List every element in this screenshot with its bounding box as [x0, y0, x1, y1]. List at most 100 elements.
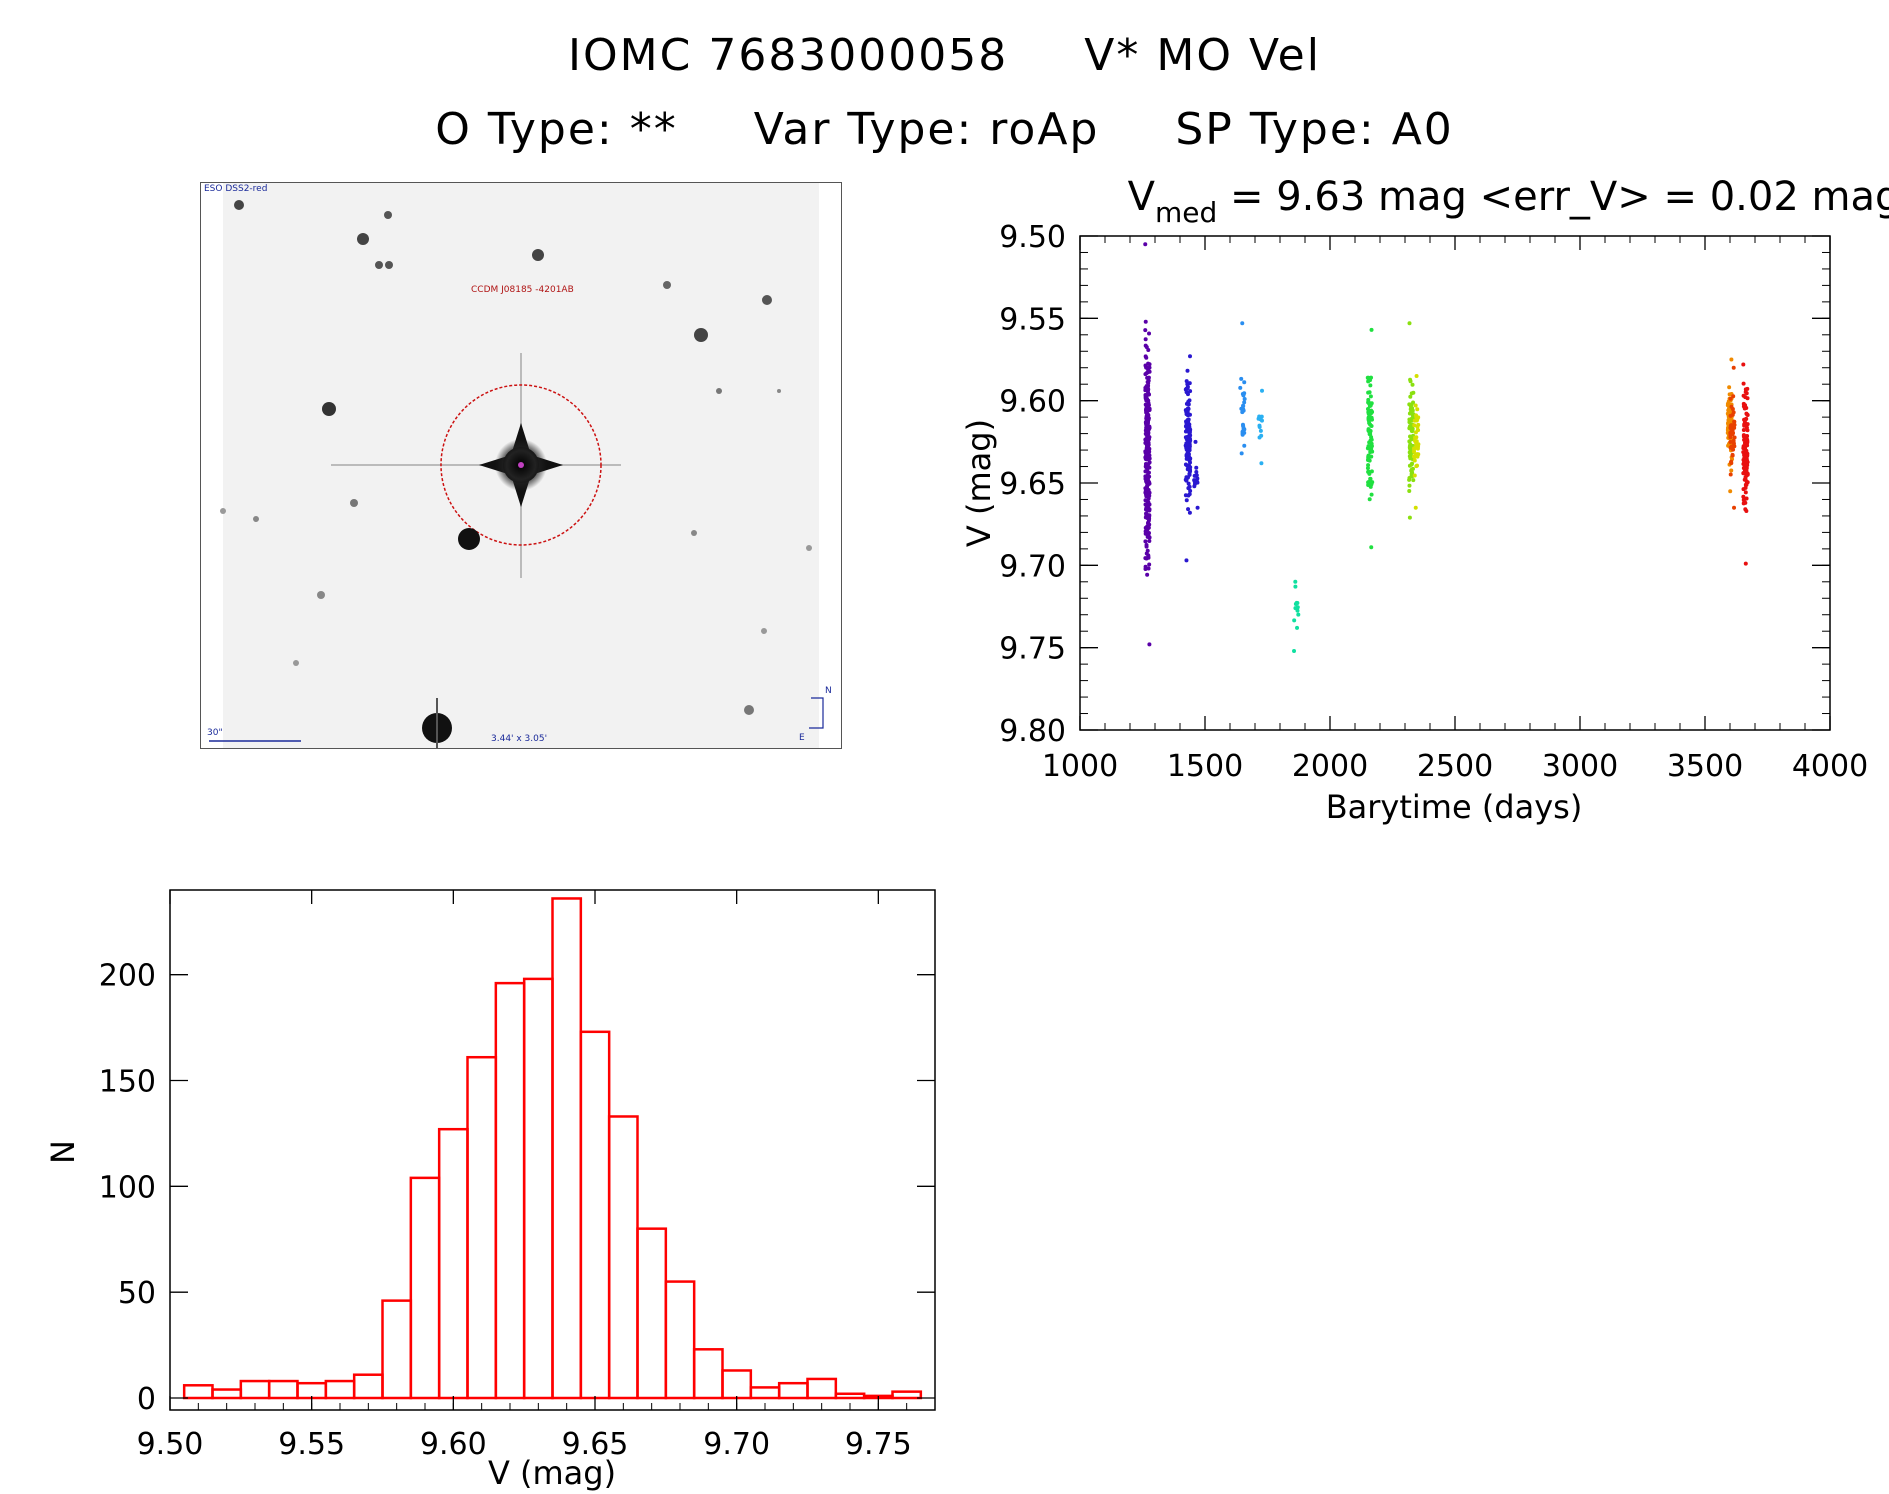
data-point — [1411, 478, 1416, 483]
data-point — [1416, 452, 1421, 457]
histogram-bar — [721, 1369, 753, 1400]
data-point — [1147, 642, 1152, 647]
data-point — [1240, 410, 1245, 415]
data-point — [1414, 373, 1419, 378]
data-point — [1186, 399, 1191, 404]
data-point — [1260, 388, 1265, 393]
object-type: O Type: ** — [435, 104, 678, 155]
data-point — [1743, 507, 1748, 512]
data-point — [1725, 411, 1730, 416]
data-point — [1183, 493, 1188, 498]
data-point — [1144, 551, 1149, 556]
histogram-bar — [579, 1030, 611, 1400]
histogram-bar — [296, 1381, 328, 1400]
data-point — [1410, 426, 1415, 431]
data-point — [1407, 439, 1412, 444]
data-point — [1145, 449, 1150, 454]
data-point — [1368, 383, 1373, 388]
data-point — [1184, 379, 1189, 384]
data-point — [1241, 424, 1246, 429]
data-point — [1144, 428, 1149, 433]
data-point — [1741, 381, 1746, 386]
data-point — [1731, 438, 1736, 443]
data-point — [1409, 468, 1414, 473]
data-point — [1743, 462, 1748, 467]
data-point — [1369, 545, 1374, 550]
data-point — [1409, 472, 1414, 477]
data-point — [1146, 387, 1151, 392]
data-point — [1414, 435, 1419, 440]
data-point — [1741, 487, 1746, 492]
histogram-bar — [182, 1384, 214, 1400]
data-point — [1147, 425, 1152, 430]
star-name: V* MO Vel — [1084, 30, 1321, 81]
histogram-bar — [267, 1379, 299, 1400]
data-point — [1365, 466, 1370, 471]
histogram-axes: 9.50 9.55 9.60 9.65 9.70 9.75 0 50 100 150 200 — [99, 890, 936, 1462]
data-point — [1407, 321, 1412, 326]
data-point — [1292, 618, 1297, 623]
data-point — [1365, 407, 1370, 412]
x-tick-label: 1500 — [1167, 749, 1243, 784]
data-point — [1183, 429, 1188, 434]
data-point — [1192, 473, 1197, 478]
data-point — [1413, 505, 1418, 510]
data-point — [1259, 418, 1264, 423]
title-v: V — [1128, 174, 1156, 220]
histogram-bar — [324, 1379, 356, 1400]
data-point — [1732, 422, 1737, 427]
data-point — [1143, 531, 1148, 536]
data-point — [1412, 458, 1417, 463]
histogram-bar — [466, 1055, 498, 1400]
data-point — [1194, 465, 1199, 470]
data-point — [1744, 406, 1749, 411]
data-point — [1147, 539, 1152, 544]
data-point — [1365, 375, 1370, 380]
data-point — [1730, 412, 1735, 417]
data-point — [1241, 403, 1246, 408]
data-point — [1185, 413, 1190, 418]
data-point — [1369, 408, 1374, 413]
data-point — [1407, 477, 1412, 482]
light-curve-xlabel: Barytime (days) — [1326, 788, 1583, 826]
data-point — [1242, 397, 1247, 402]
data-point — [1729, 461, 1734, 466]
data-point — [1292, 648, 1297, 653]
x-tick-label: 3500 — [1667, 749, 1743, 784]
data-point — [1146, 566, 1151, 571]
data-point — [1412, 446, 1417, 451]
x-tick-label: 9.65 — [562, 1427, 629, 1462]
data-point — [1242, 380, 1247, 385]
data-point — [1184, 452, 1189, 457]
data-point — [1240, 431, 1245, 436]
data-point — [1366, 379, 1371, 384]
sky-thumbnail: ESO DSS2-red CCDM J08185 -4201AB 30" 3.4… — [200, 182, 842, 749]
field-size-label: 3.44' x 3.05' — [491, 734, 548, 744]
data-point — [1366, 418, 1371, 423]
data-point — [1146, 476, 1151, 481]
data-point — [1295, 601, 1300, 606]
data-point — [1410, 382, 1415, 387]
data-point — [1727, 385, 1732, 390]
data-point — [1741, 362, 1746, 367]
x-tick-label: 9.75 — [845, 1427, 912, 1462]
data-point — [1143, 242, 1148, 247]
data-point — [1367, 400, 1372, 405]
data-point — [1187, 510, 1192, 515]
data-point — [1743, 482, 1748, 487]
data-point — [1366, 444, 1371, 449]
histogram-bar — [692, 1348, 724, 1400]
data-point — [1407, 515, 1412, 520]
histogram-bars — [182, 897, 923, 1400]
data-point — [1743, 561, 1748, 566]
data-point — [1408, 434, 1413, 439]
light-curve-ylabel: V (mag) — [960, 419, 998, 547]
data-point — [1195, 476, 1200, 481]
data-point — [1407, 463, 1412, 468]
data-point — [1413, 403, 1418, 408]
data-point — [1732, 505, 1737, 510]
data-point — [1741, 428, 1746, 433]
histogram-frame — [169, 889, 936, 1411]
data-point — [1240, 392, 1245, 397]
data-point — [1188, 460, 1193, 465]
